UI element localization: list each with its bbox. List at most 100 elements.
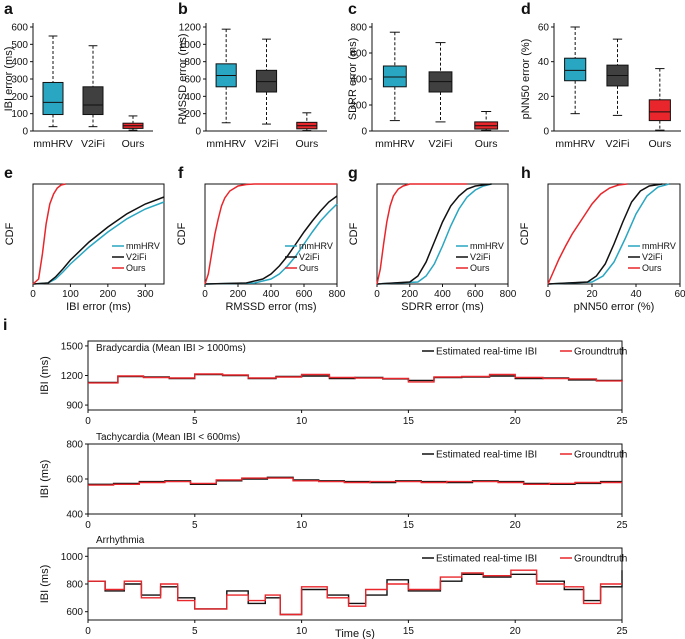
- x-tick-label: 100: [62, 289, 79, 300]
- x-tick-label: 200: [100, 289, 117, 300]
- x-tick-label: 300: [137, 289, 154, 300]
- x-tick-label: 25: [616, 520, 628, 531]
- category-label: mmHRV: [375, 138, 414, 150]
- x-tick-label: 0: [85, 416, 91, 427]
- panel-g: g 0 200 400 600 800 SDRR error (ms) CDF mmHRVV2i…: [348, 165, 517, 313]
- series-line-estimated: [88, 476, 622, 485]
- x-tick-label: 25: [616, 626, 628, 637]
- x-tick-label: 15: [403, 520, 415, 531]
- panel-label: a: [4, 1, 13, 18]
- legend-label: Ours: [126, 263, 146, 273]
- panel-e: e 0 100 200 300 IBI error (ms) CDF mmHRVV2iFiOu…: [4, 165, 165, 313]
- series-line-ours: [32, 183, 66, 285]
- box-iqr: [564, 57, 587, 82]
- plot-frame: [547, 183, 681, 285]
- y-axis-label: RMSSD error (ms): [177, 33, 189, 124]
- box-iqr: [42, 81, 64, 116]
- category-label: Ours: [475, 138, 498, 150]
- y-tick-label: 300: [11, 75, 28, 86]
- y-tick-label: 40: [538, 57, 550, 68]
- box-v2ifi: [255, 38, 278, 125]
- x-axis-label: Time (s): [335, 628, 375, 639]
- x-axis-label: pNN50 error (%): [574, 301, 655, 313]
- series-line-ours: [547, 183, 628, 285]
- y-axis-label: CDF: [176, 222, 188, 245]
- category-label: V2iFi: [81, 138, 105, 150]
- x-tick-label: 5: [192, 626, 198, 637]
- legend-label: V2iFi: [470, 252, 491, 262]
- legend-label: Estimated real-time IBI: [436, 347, 537, 358]
- series-line-v2ifi: [376, 183, 492, 285]
- x-tick-label: 10: [296, 626, 308, 637]
- y-axis-label: CDF: [348, 222, 360, 245]
- x-tick-label: 60: [674, 289, 685, 300]
- panel-label: b: [178, 1, 188, 18]
- x-tick-label: 200: [401, 289, 418, 300]
- y-tick-label: 600: [184, 75, 201, 86]
- box-mmhrv: [564, 26, 587, 115]
- y-axis-label: IBI (ms): [39, 565, 51, 604]
- x-tick-label: 20: [510, 520, 522, 531]
- y-tick-label: 1200: [61, 371, 84, 382]
- series-line-ours: [204, 183, 337, 285]
- panel-label: c: [348, 1, 357, 18]
- y-axis-label: IBI error (ms): [3, 47, 15, 112]
- panel-label: f: [178, 165, 184, 182]
- category-label: mmHRV: [206, 138, 245, 150]
- category-label: V2iFi: [606, 138, 630, 150]
- y-tick-label: 0: [195, 127, 201, 138]
- x-tick-label: 20: [586, 289, 598, 300]
- x-tick-label: 5: [192, 416, 198, 427]
- y-tick-label: 0: [361, 127, 367, 138]
- series-line-v2ifi: [204, 195, 338, 285]
- series-line-v2ifi: [547, 183, 663, 285]
- y-tick-label: 600: [66, 607, 83, 618]
- x-tick-label: 0: [374, 289, 380, 300]
- box-iqr: [382, 65, 407, 88]
- x-tick-label: 0: [202, 289, 208, 300]
- x-tick-label: 15: [403, 626, 415, 637]
- y-tick-label: 600: [66, 475, 83, 486]
- x-tick-label: 800: [500, 289, 517, 300]
- category-label: V2iFi: [255, 138, 279, 150]
- y-tick-label: 800: [184, 57, 201, 68]
- y-tick-label: 0: [543, 127, 549, 138]
- legend-label: Ours: [642, 263, 662, 273]
- box-iqr: [648, 99, 671, 122]
- x-tick-label: 600: [296, 289, 313, 300]
- y-tick-label: 600: [11, 23, 28, 34]
- x-axis-label: IBI error (ms): [66, 301, 131, 313]
- y-tick-label: 1200: [179, 23, 202, 34]
- legend-label: mmHRV: [126, 241, 160, 251]
- plot-frame: [32, 183, 165, 285]
- x-tick-label: 0: [85, 626, 91, 637]
- x-axis-label: SDRR error (ms): [401, 301, 484, 313]
- series-line-estimated: [88, 570, 623, 616]
- legend-label: mmHRV: [470, 241, 504, 251]
- x-tick-label: 40: [630, 289, 642, 300]
- panel-d: d 0 20 40 60 pNN50 error (%) mmHRV V2iFi Ours: [520, 1, 681, 150]
- box-v2ifi: [606, 38, 629, 116]
- y-tick-label: 60: [538, 23, 550, 34]
- x-tick-label: 20: [510, 626, 522, 637]
- plot-frame: [87, 443, 623, 515]
- y-tick-label: 500: [11, 40, 28, 51]
- legend-label: V2iFi: [126, 252, 147, 262]
- y-tick-label: 800: [350, 23, 367, 34]
- y-tick-label: 900: [66, 401, 83, 412]
- y-tick-label: 400: [66, 510, 83, 521]
- box-mmhrv: [215, 28, 237, 124]
- legend-label: Ours: [299, 263, 319, 273]
- series-line-mmhrv: [32, 201, 165, 285]
- series-line-groundtruth: [88, 373, 623, 384]
- legend-label: Estimated real-time IBI: [436, 450, 537, 461]
- box-mmhrv: [42, 35, 64, 128]
- box-v2ifi: [82, 45, 104, 128]
- category-label: V2iFi: [429, 138, 453, 150]
- panel-subtitle: Arrhythmia: [96, 535, 145, 546]
- y-axis-label: pNN50 error (%): [520, 39, 532, 120]
- series-line-v2ifi: [32, 196, 165, 285]
